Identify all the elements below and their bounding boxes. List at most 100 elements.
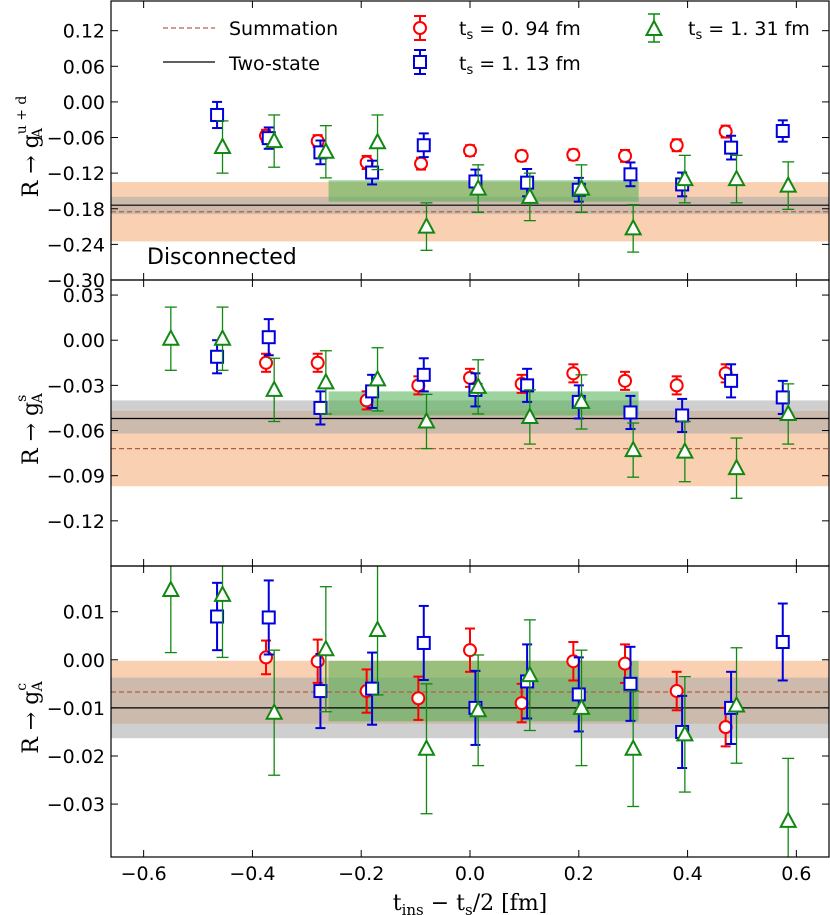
panel-c-plot-area — [111, 566, 829, 857]
series-ts131 — [213, 114, 798, 253]
ts094-point — [618, 656, 633, 671]
legend-ts113: ts = 1. 13 fm — [413, 49, 581, 78]
ts131-point — [265, 379, 284, 397]
ts094-point — [618, 148, 633, 163]
x-axis-label-t: t — [393, 891, 402, 915]
legend-ts113-label: ts = 1. 13 fm — [459, 53, 581, 78]
ts131-point — [213, 584, 232, 602]
ts131-point — [368, 619, 387, 637]
x-tick-label: −0.6 — [121, 863, 167, 885]
legend-ts131-value: = 1. 31 fm — [702, 18, 810, 40]
series-ts094 — [259, 124, 733, 171]
legend-ts094-marker — [413, 21, 427, 35]
legend-ts131-t: t — [688, 18, 695, 40]
ts131-point — [213, 328, 232, 346]
x-axis-label: tins − ts/2 [fm] — [393, 891, 548, 915]
panel-u+d: −0.30 −0.24 −0.18 −0.12 −0.06 0.00 0.06 0.12 R →… — [14, 0, 830, 292]
ts131-point — [316, 372, 336, 390]
x-axis-label-mid: − t — [424, 891, 465, 915]
panel-s-plot-area — [111, 306, 829, 499]
ts113-point — [520, 175, 535, 190]
x-tick-label: 0.2 — [564, 863, 594, 885]
ts131-point — [468, 376, 488, 394]
ts094-point — [463, 143, 477, 158]
ts131-point — [727, 695, 746, 713]
y-tick-label: −0.09 — [47, 466, 105, 488]
y-tick-label: 0.00 — [63, 92, 105, 114]
panel-annotation: Disconnected — [147, 245, 297, 270]
ts131-point — [675, 441, 695, 459]
y-axis-label-sub: A — [30, 392, 46, 404]
y-axis-label: R → gsA — [14, 392, 46, 465]
y-axis-label-sup: s — [14, 395, 30, 402]
ts113-point — [365, 165, 380, 180]
ts131-point — [624, 218, 643, 236]
ts131-point — [417, 216, 436, 234]
ts113-point — [623, 676, 638, 691]
ts113-point — [775, 124, 790, 139]
ts113-point — [416, 635, 431, 650]
y-tick-label: 0.12 — [63, 21, 105, 43]
ts131-point — [520, 665, 540, 683]
ts131-point — [572, 178, 591, 196]
panel-u+d-plot-area — [111, 100, 829, 253]
legend-ts131-marker — [644, 18, 664, 36]
y-tick-label: −0.24 — [47, 234, 105, 256]
ts113-point — [210, 609, 225, 624]
y-tick-label: 0.00 — [63, 330, 105, 352]
y-tick-label: −0.06 — [47, 421, 105, 443]
ts094-point — [566, 366, 581, 381]
legend-ts131: ts = 1. 31 fm — [644, 13, 810, 43]
ts113-point — [623, 405, 638, 420]
ts113-point — [623, 167, 638, 182]
ts094-point — [718, 124, 733, 139]
ts131-point — [779, 403, 798, 421]
ts131-point — [675, 724, 695, 742]
ts113-point — [210, 349, 225, 364]
ts094-point — [669, 684, 684, 699]
series-ts113 — [210, 579, 790, 770]
ts113-point — [775, 390, 790, 405]
legend-ts113-sub: s — [466, 63, 473, 78]
ts113-point — [724, 373, 739, 388]
ts131-point — [727, 458, 746, 476]
ts131-point — [675, 168, 695, 187]
ts094-point — [310, 355, 325, 370]
y-axis-label-main: R → g — [19, 402, 44, 465]
legend: Summation Two-state ts = 0. 94 fm ts = 1… — [163, 13, 810, 78]
x-tick-label: −0.4 — [229, 863, 275, 885]
ts094-point — [718, 720, 733, 735]
ts131-point — [417, 411, 436, 429]
legend-ts131-label: ts = 1. 31 fm — [688, 18, 810, 43]
ts113-point — [210, 107, 225, 122]
y-axis-label-sub: A — [30, 680, 46, 692]
ts113-point — [365, 384, 380, 399]
x-tick-label: 0.4 — [672, 863, 702, 885]
y-tick-label: −0.03 — [47, 375, 105, 397]
x-tick-label: 0.0 — [455, 863, 485, 885]
x-tick-label: −0.2 — [338, 863, 384, 885]
x-axis-label-sub2: s — [465, 901, 473, 915]
legend-ts094-label: ts = 0. 94 fm — [459, 18, 581, 43]
y-tick-label: −0.30 — [47, 270, 105, 292]
legend-summation-label: Summation — [229, 18, 338, 40]
ts113-point — [724, 140, 739, 155]
legend-ts113-value: = 1. 13 fm — [473, 53, 581, 75]
ts131-point — [316, 639, 336, 657]
ts131-point — [316, 141, 336, 159]
y-axis-label: R → gcA — [14, 680, 46, 753]
ts131-point — [572, 391, 591, 409]
y-tick-label: −0.12 — [47, 511, 105, 533]
ts094-point — [514, 148, 529, 163]
ts094-point — [566, 147, 581, 162]
ts131-point — [468, 178, 488, 196]
y-tick-label: 0.03 — [63, 285, 105, 307]
y-axis-label-main: R → g — [19, 691, 44, 754]
x-axis-label-sub1: ins — [402, 901, 424, 915]
ts131-point — [727, 168, 746, 187]
ts094-point — [514, 696, 529, 711]
ts113-point — [313, 684, 328, 699]
ts131-point — [468, 700, 488, 718]
ts094-point — [463, 643, 477, 658]
ts094-point — [259, 650, 274, 665]
